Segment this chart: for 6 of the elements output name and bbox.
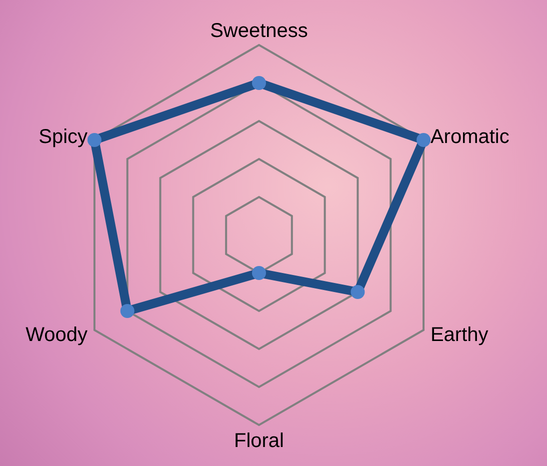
spoke-label: Earthy — [430, 324, 488, 346]
spoke-label: Spicy — [38, 126, 88, 148]
spoke-label: Aromatic — [430, 126, 510, 148]
spoke-label: Floral — [234, 430, 284, 452]
spoke-label: Woody — [26, 324, 88, 346]
spoke-label: Sweetness — [210, 20, 308, 42]
